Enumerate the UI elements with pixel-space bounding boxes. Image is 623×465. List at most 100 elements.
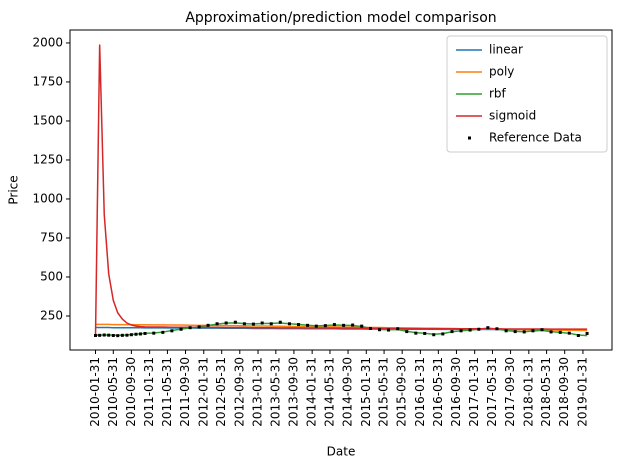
x-tick-label: 2013-01-31 bbox=[251, 357, 265, 427]
x-tick-label: 2013-09-30 bbox=[286, 357, 300, 427]
data-point bbox=[224, 321, 228, 325]
data-point bbox=[125, 333, 129, 337]
y-tick-label: 750 bbox=[40, 230, 63, 244]
data-point bbox=[486, 326, 490, 330]
data-point bbox=[531, 329, 535, 333]
x-tick-label: 2016-09-30 bbox=[449, 357, 463, 427]
y-tick-label: 1250 bbox=[32, 152, 63, 166]
x-tick-label: 2012-01-31 bbox=[196, 357, 210, 427]
data-point bbox=[351, 323, 355, 327]
legend-label: linear bbox=[489, 43, 523, 57]
data-point bbox=[152, 331, 156, 335]
data-point bbox=[576, 333, 580, 337]
data-point bbox=[94, 333, 98, 337]
data-point bbox=[360, 324, 364, 328]
data-point bbox=[558, 330, 562, 334]
data-point bbox=[269, 322, 273, 326]
data-point bbox=[504, 329, 508, 333]
x-tick-label: 2014-09-30 bbox=[341, 357, 355, 427]
data-point bbox=[233, 320, 237, 324]
data-point bbox=[134, 332, 138, 336]
legend-label: poly bbox=[489, 65, 514, 79]
data-point bbox=[567, 331, 571, 335]
chart-title: Approximation/prediction model compariso… bbox=[185, 10, 496, 26]
y-tick-label: 1500 bbox=[32, 113, 63, 127]
data-point bbox=[396, 327, 400, 331]
data-point bbox=[138, 332, 142, 336]
y-tick-label: 1000 bbox=[32, 191, 63, 205]
data-point bbox=[450, 330, 454, 334]
data-point bbox=[468, 328, 472, 332]
data-point bbox=[116, 334, 120, 338]
x-tick-label: 2010-01-31 bbox=[88, 357, 102, 427]
x-tick-label: 2018-09-30 bbox=[557, 357, 571, 427]
x-tick-label: 2011-09-30 bbox=[178, 357, 192, 427]
data-point bbox=[522, 330, 526, 334]
plot bbox=[94, 44, 589, 338]
data-point bbox=[197, 325, 201, 329]
data-point bbox=[432, 333, 436, 337]
data-point bbox=[161, 330, 165, 334]
data-point bbox=[368, 326, 372, 330]
data-point bbox=[107, 333, 111, 337]
x-tick-label: 2015-09-30 bbox=[395, 357, 409, 427]
x-tick-label: 2010-05-31 bbox=[106, 357, 120, 427]
data-point bbox=[332, 323, 336, 327]
data-point bbox=[477, 327, 481, 331]
data-point bbox=[513, 330, 517, 334]
x-tick-label: 2012-05-31 bbox=[214, 357, 228, 427]
data-point bbox=[111, 333, 115, 337]
data-point bbox=[170, 329, 174, 333]
x-tick-label: 2015-05-31 bbox=[377, 357, 391, 427]
x-tick-label: 2019-01-31 bbox=[575, 357, 589, 427]
data-point bbox=[314, 324, 318, 328]
data-point bbox=[549, 330, 553, 334]
x-tick-label: 2014-01-31 bbox=[305, 357, 319, 427]
x-tick-label: 2011-05-31 bbox=[160, 357, 174, 427]
legend-label: sigmoid bbox=[489, 109, 536, 123]
x-tick-label: 2017-01-31 bbox=[467, 357, 481, 427]
data-point bbox=[251, 322, 255, 326]
data-point bbox=[188, 326, 192, 330]
data-point bbox=[98, 333, 102, 337]
x-tick-label: 2018-01-31 bbox=[521, 357, 535, 427]
y-tick-label: 250 bbox=[40, 308, 63, 322]
data-point bbox=[120, 333, 124, 337]
data-point bbox=[323, 324, 327, 328]
data-point bbox=[287, 322, 291, 326]
x-tick-label: 2010-09-30 bbox=[124, 357, 138, 427]
data-point bbox=[102, 333, 106, 337]
data-point bbox=[242, 322, 246, 326]
data-point bbox=[441, 332, 445, 336]
data-point bbox=[540, 328, 544, 332]
legend-label: rbf bbox=[489, 87, 507, 101]
x-tick-label: 2017-05-31 bbox=[485, 357, 499, 427]
x-tick-label: 2018-05-31 bbox=[539, 357, 553, 427]
data-point bbox=[495, 327, 499, 331]
data-point bbox=[143, 331, 147, 335]
data-point bbox=[278, 320, 282, 324]
legend-marker bbox=[468, 136, 471, 140]
x-tick-label: 2012-09-30 bbox=[232, 357, 246, 427]
data-point bbox=[342, 323, 346, 327]
y-axis-label: Price bbox=[7, 175, 21, 204]
x-tick-label: 2016-05-31 bbox=[431, 357, 445, 427]
x-tick-label: 2011-01-31 bbox=[142, 357, 156, 427]
data-point bbox=[377, 328, 381, 332]
data-point bbox=[129, 333, 133, 337]
x-axis-label: Date bbox=[327, 445, 356, 459]
legend-label: Reference Data bbox=[489, 131, 582, 145]
data-point bbox=[387, 328, 391, 332]
y-tick-label: 500 bbox=[40, 269, 63, 283]
data-point bbox=[423, 331, 427, 335]
data-point bbox=[179, 327, 183, 331]
y-tick-label: 2000 bbox=[32, 35, 63, 49]
data-point bbox=[459, 329, 463, 333]
data-point bbox=[405, 330, 409, 334]
x-tick-label: 2014-05-31 bbox=[322, 357, 336, 427]
data-point bbox=[585, 331, 589, 335]
data-point bbox=[306, 323, 310, 327]
data-point bbox=[215, 322, 219, 326]
data-point bbox=[414, 331, 418, 335]
